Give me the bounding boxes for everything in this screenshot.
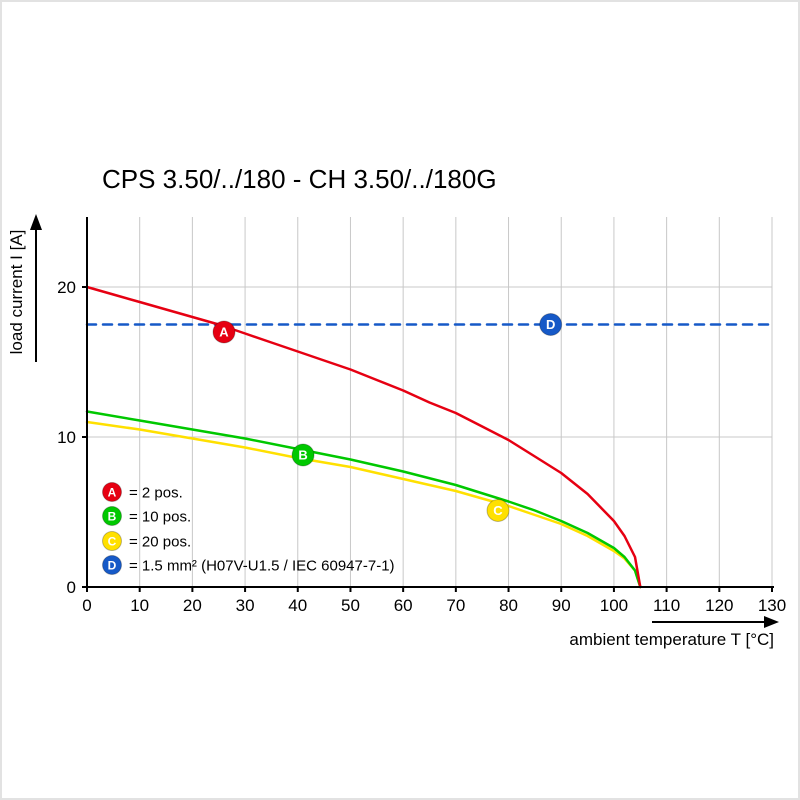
y-arrow-head bbox=[30, 214, 42, 230]
legend-C-label: = 20 pos. bbox=[129, 534, 191, 551]
x-tick-label: 110 bbox=[653, 596, 680, 615]
chart-title: CPS 3.50/../180 - CH 3.50/../180G bbox=[102, 164, 497, 194]
x-tick-label: 50 bbox=[341, 596, 360, 615]
marker-C-circle bbox=[486, 499, 510, 522]
legend-item-C: C = 20 pos. bbox=[102, 531, 191, 551]
x-axis-label: ambient temperature T [°C] bbox=[569, 630, 774, 649]
x-tick-label: 70 bbox=[446, 596, 465, 615]
y-axis-arrow bbox=[30, 214, 42, 362]
x-axis-arrow bbox=[652, 616, 779, 628]
curve-C bbox=[85, 420, 642, 589]
legend-D-swatch bbox=[102, 555, 122, 575]
legend-A-letter: A bbox=[108, 486, 117, 500]
axes bbox=[86, 217, 774, 588]
marker-D-letter: D bbox=[546, 317, 555, 332]
legend-item-B: B = 10 pos. bbox=[102, 506, 191, 526]
marker-B-letter: B bbox=[298, 448, 307, 463]
y-tick-label: 20 bbox=[57, 278, 76, 297]
gridlines bbox=[87, 217, 773, 587]
x-tick-label: 0 bbox=[82, 596, 91, 615]
x-tick-label: 130 bbox=[758, 596, 786, 615]
legend-A-swatch bbox=[102, 482, 122, 502]
marker-B-circle bbox=[291, 443, 315, 467]
x-tick-label: 120 bbox=[705, 596, 733, 615]
marker-C-letter: C bbox=[493, 503, 503, 518]
legend-item-D: D = 1.5 mm² (H07V-U1.5 / IEC 60947-7-1) bbox=[102, 555, 395, 575]
curve-markers: A B C D bbox=[212, 313, 563, 522]
x-tick-label: 100 bbox=[600, 596, 628, 615]
x-tick-label: 60 bbox=[394, 596, 413, 615]
legend-A-label: = 2 pos. bbox=[129, 485, 183, 502]
x-tick-label: 30 bbox=[236, 596, 255, 615]
x-tick-label: 40 bbox=[288, 596, 307, 615]
x-tick-label: 10 bbox=[130, 596, 149, 615]
marker-A-circle bbox=[212, 320, 236, 344]
curve-A bbox=[85, 285, 642, 589]
legend-C-swatch bbox=[102, 531, 122, 551]
x-arrow-head bbox=[764, 616, 779, 628]
y-tick-label: 10 bbox=[57, 428, 76, 447]
tick-labels: 0 10 20 30 40 50 60 70 80 90 100 110 120 130 0 10 20 bbox=[57, 278, 786, 615]
x-tick-label: 90 bbox=[552, 596, 571, 615]
legend: A = 2 pos. B = 10 pos. C = 20 pos. D = 1.5 mm² … bbox=[102, 482, 395, 575]
marker-A-letter: A bbox=[219, 325, 229, 340]
legend-B-letter: B bbox=[108, 510, 117, 524]
x-tick-label: 80 bbox=[499, 596, 518, 615]
curve-B bbox=[85, 410, 642, 589]
legend-D-letter: D bbox=[108, 559, 117, 573]
legend-D-label: = 1.5 mm² (H07V-U1.5 / IEC 60947-7-1) bbox=[129, 558, 395, 575]
x-tick-label: 20 bbox=[183, 596, 202, 615]
legend-B-label: = 10 pos. bbox=[129, 509, 191, 526]
curves bbox=[85, 285, 774, 589]
legend-C-letter: C bbox=[108, 535, 117, 549]
y-axis-label: load current I [A] bbox=[7, 230, 26, 355]
y-tick-label: 0 bbox=[67, 578, 76, 597]
marker-D-circle bbox=[539, 313, 563, 336]
legend-item-A: A = 2 pos. bbox=[102, 482, 183, 502]
legend-B-swatch bbox=[102, 506, 122, 526]
